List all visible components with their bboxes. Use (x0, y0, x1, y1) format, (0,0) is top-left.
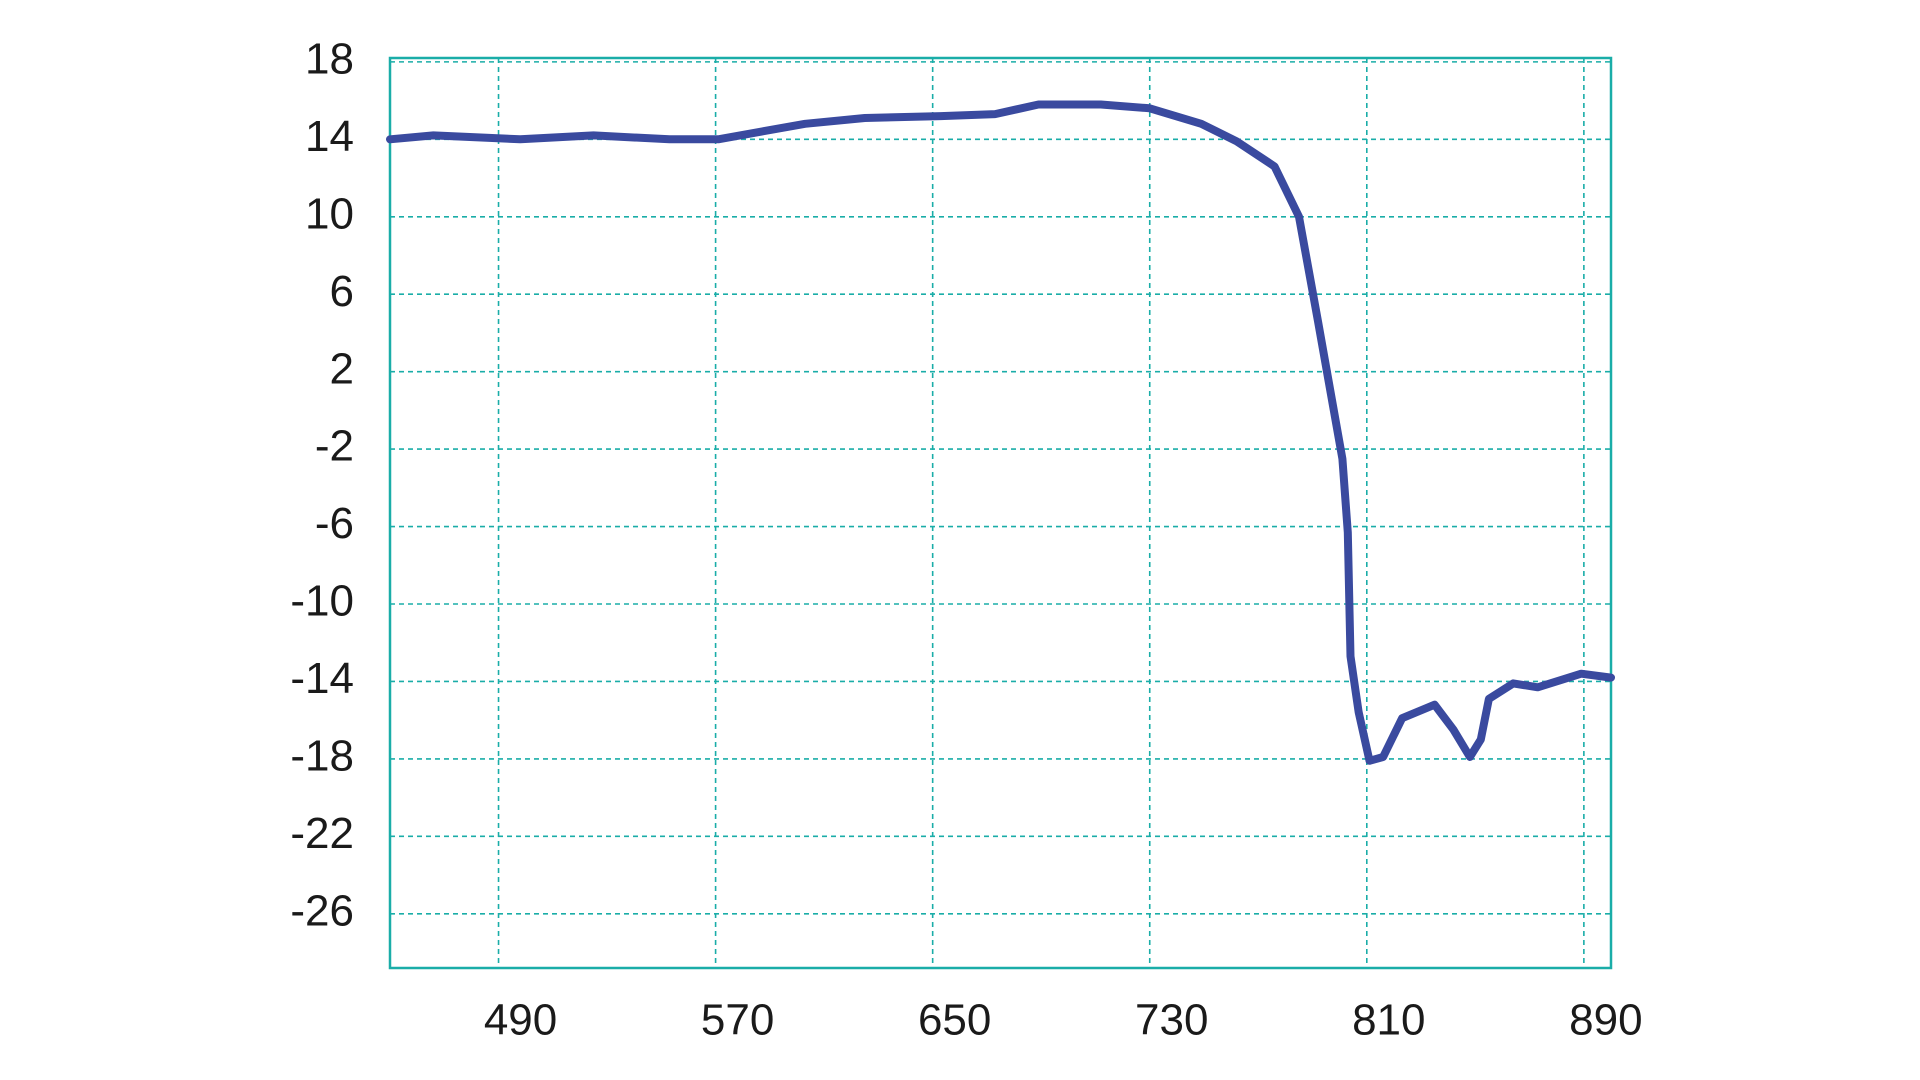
plot-border (388, 56, 1613, 970)
y-tick-label: -6 (315, 499, 354, 548)
y-tick-label: 2 (330, 344, 354, 393)
y-tick-label: -2 (315, 422, 354, 471)
y-tick-label: -26 (290, 886, 354, 935)
x-tick-label: 730 (1135, 996, 1208, 1045)
x-tick-label: 810 (1352, 996, 1425, 1045)
x-tick-label: 570 (701, 996, 774, 1045)
y-tick-label: -10 (290, 577, 354, 626)
y-tick-label: 10 (305, 189, 354, 238)
x-tick-label: 890 (1569, 996, 1642, 1045)
x-tick-label: 650 (918, 996, 991, 1045)
y-tick-label: 18 (305, 34, 354, 83)
y-tick-label: 14 (305, 112, 354, 161)
y-tick-label: -18 (290, 732, 354, 781)
y-tick-label: -22 (290, 809, 354, 858)
data-line (386, 100, 1615, 765)
x-tick-label: 490 (484, 996, 557, 1045)
y-tick-label: -14 (290, 654, 354, 703)
y-tick-label: 6 (330, 267, 354, 316)
